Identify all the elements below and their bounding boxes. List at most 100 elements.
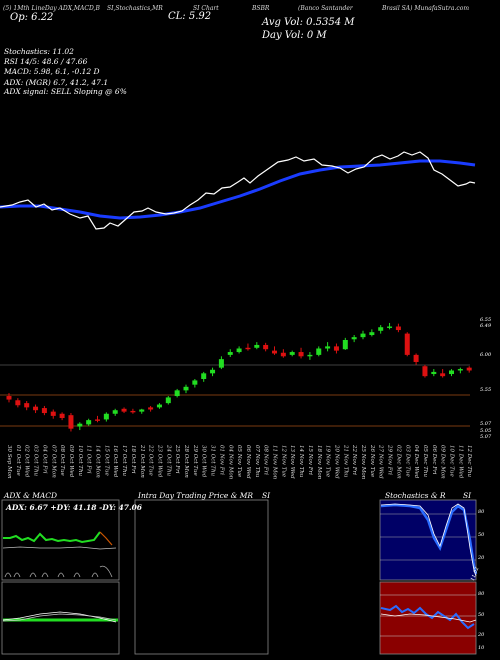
candle-body: [183, 386, 189, 391]
candle: [112, 408, 118, 416]
candle-body: [68, 415, 74, 429]
stoch-d-line: [380, 503, 478, 575]
header-company: (Banco Santander: [298, 5, 353, 12]
candle-body: [24, 403, 30, 408]
adx-panel-title: ADX & MACD: [4, 491, 58, 500]
rsi-panel: [379, 581, 477, 655]
adx-readout: ADX: (MGR) 6.7, 41.2, 47.1: [4, 78, 109, 87]
candle: [387, 322, 393, 330]
date-label: 04 Nov Mon: [227, 445, 234, 480]
date-label: 31 Oct Thu: [209, 445, 216, 477]
candle-body: [457, 369, 463, 371]
stoch-panel-title: Stochastics & R: [385, 491, 446, 500]
stoch-k-line: [380, 503, 477, 577]
candle: [139, 408, 145, 414]
candle: [50, 409, 56, 419]
candlestick-chart: [0, 322, 472, 432]
candle-body: [148, 407, 154, 410]
date-label: 07 Oct Mon: [50, 445, 57, 478]
candle: [121, 407, 127, 414]
rsi-tick-10: 10: [478, 645, 485, 651]
candle: [86, 418, 92, 426]
date-label: 04 Oct Fri: [41, 445, 48, 474]
date-label: 01 Oct Tue: [14, 445, 21, 476]
candle: [263, 342, 269, 352]
intraday-panel-si: SI: [262, 491, 271, 500]
candle: [183, 384, 189, 394]
day-volume: Day Vol: 0 M: [262, 30, 327, 41]
header-symbol: BSBR: [252, 5, 270, 12]
candle-body: [272, 350, 277, 354]
candle-body: [360, 333, 366, 338]
candle: [210, 367, 216, 377]
date-label: 05 Nov Tue: [236, 445, 243, 478]
candle-body: [342, 339, 348, 350]
candle: [272, 346, 277, 355]
date-label: 04 Dec Wed: [413, 445, 420, 479]
candle-body: [245, 347, 251, 350]
candle-body: [33, 406, 39, 411]
candle-body: [325, 346, 331, 349]
candle: [174, 388, 180, 398]
stoch-tick-50: 50: [478, 532, 485, 538]
candle-body: [422, 366, 428, 377]
date-label: 21 Nov Thu: [342, 445, 349, 478]
mrsi-line: [380, 613, 477, 623]
date-label: 12 Dec Thu: [466, 445, 473, 477]
candle-body: [254, 344, 260, 348]
candle-body: [59, 413, 65, 419]
candle-body: [316, 348, 322, 355]
candle-body: [201, 373, 207, 379]
rsi-readout: RSI 14/5: 48.6 / 47.66: [4, 57, 88, 66]
date-label: 08 Nov Fri: [262, 445, 269, 475]
candle-body: [236, 348, 242, 353]
date-label: 02 Oct Wed: [23, 445, 30, 478]
stoch-tick-80: 80: [478, 509, 485, 515]
header-title: (5) 1Mth LineDay ADX,MACD,B: [3, 5, 100, 12]
candle-body: [174, 390, 180, 397]
candle: [192, 379, 198, 388]
candle: [130, 408, 136, 414]
date-label: 14 Nov Thu: [298, 445, 305, 478]
candle: [218, 356, 224, 370]
candle: [24, 400, 30, 411]
candle: [360, 330, 366, 340]
candle-body: [227, 352, 233, 355]
candle: [245, 343, 251, 351]
date-label: 05 Dec Thu: [421, 445, 428, 477]
date-label: 22 Oct Tue: [147, 445, 154, 476]
candle: [342, 337, 348, 350]
header-site: Brasil SA) MunafaSutra.com: [382, 5, 470, 12]
candle-body: [86, 420, 92, 425]
candle: [201, 371, 207, 382]
date-label: 16 Oct Wed: [112, 445, 119, 478]
candle-body: [112, 410, 118, 414]
candle: [236, 346, 242, 354]
adx-line: [2, 546, 117, 550]
candle: [457, 367, 463, 374]
candle-body: [333, 346, 339, 351]
candle: [404, 332, 410, 357]
candle: [289, 350, 295, 357]
header-indicators: SI,Stochastics,MR: [107, 5, 163, 12]
date-label: 07 Nov Thu: [253, 445, 260, 478]
stochastics-panel: [379, 499, 477, 581]
candle-body: [404, 333, 410, 355]
candle: [15, 398, 21, 408]
macd-signal-line: [2, 613, 117, 622]
candle-body: [6, 396, 12, 400]
price-ma-chart: [0, 151, 476, 230]
candle: [466, 366, 472, 373]
candle: [227, 349, 233, 358]
open-price: Op: 6.22: [10, 12, 54, 23]
candle-body: [440, 373, 446, 377]
candle: [68, 413, 74, 432]
date-label: 30 Oct Wed: [200, 445, 207, 478]
candle: [41, 405, 47, 416]
candle-body: [280, 352, 286, 357]
date-label: 11 Oct Fri: [85, 445, 92, 474]
header-chart-label: SI Chart: [193, 5, 219, 12]
candle-body: [289, 352, 295, 355]
macd-line: [2, 611, 117, 623]
